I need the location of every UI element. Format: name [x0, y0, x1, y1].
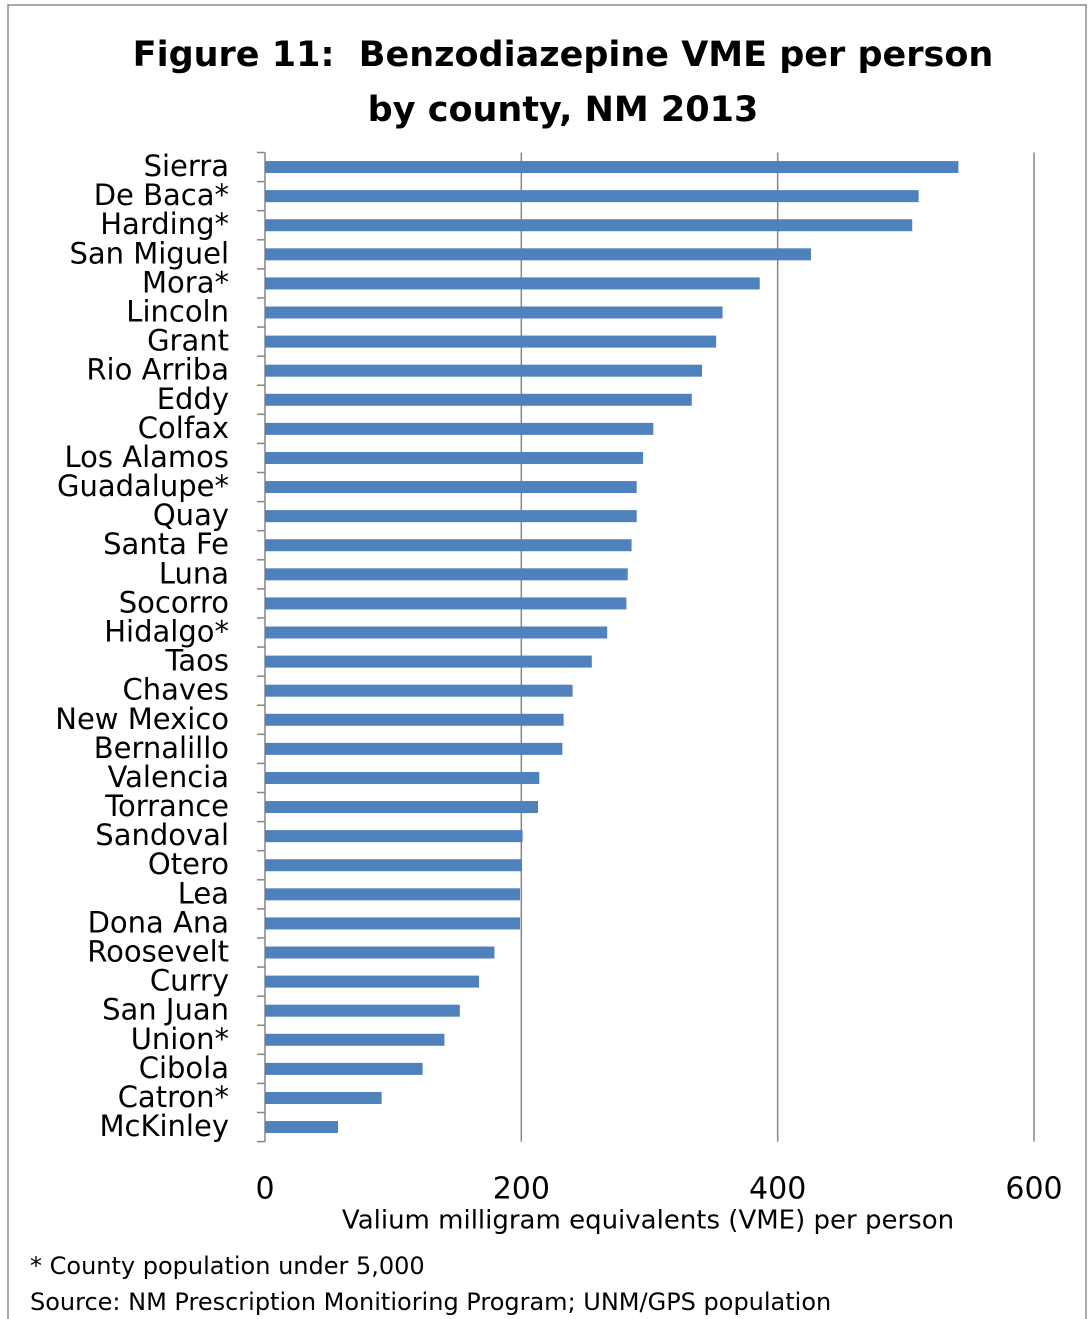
- bar: [265, 597, 627, 610]
- y-tick-label: New Mexico: [55, 702, 229, 736]
- bar: [265, 190, 919, 203]
- frame: [7, 4, 1087, 1319]
- y-tick-label: Dona Ana: [88, 905, 229, 939]
- bar: [265, 481, 637, 494]
- bar: [265, 393, 692, 406]
- bar: [265, 888, 521, 901]
- bar: [265, 1091, 382, 1104]
- y-tick-label: Lea: [178, 876, 229, 910]
- bar: [265, 422, 654, 435]
- y-tick-label: Roosevelt: [87, 935, 229, 969]
- y-tick-label: Bernalillo: [94, 731, 229, 765]
- y-tick-label: San Juan: [102, 993, 229, 1027]
- bar: [265, 859, 522, 872]
- bar: [265, 219, 913, 232]
- y-tick-label: De Baca*: [94, 178, 229, 212]
- bar: [265, 161, 959, 174]
- bar: [265, 568, 628, 581]
- y-tick-label: Chaves: [122, 673, 229, 707]
- bar: [265, 1033, 445, 1046]
- footnote: * County population under 5,000: [30, 1252, 425, 1280]
- bar: [265, 655, 592, 668]
- x-axis-title: Valium milligram equivalents (VME) per p…: [342, 1206, 954, 1236]
- bar: [265, 277, 760, 290]
- y-tick-label: Cibola: [139, 1051, 229, 1085]
- x-tick-label: 400: [749, 1172, 806, 1207]
- bar: [265, 539, 632, 552]
- bar: [265, 713, 564, 726]
- bar: [265, 684, 573, 697]
- footnote: Source: NM Prescription Monitioring Prog…: [30, 1288, 831, 1316]
- y-tick-label: Hidalgo*: [104, 615, 229, 649]
- y-tick-label: Eddy: [157, 382, 229, 416]
- bar: [265, 1004, 460, 1017]
- chart-title: Figure 11: Benzodiazepine VME per person…: [132, 35, 1006, 130]
- y-tick-label: Taos: [164, 644, 229, 678]
- y-tick-label: Luna: [159, 556, 229, 590]
- bar: [265, 1121, 339, 1134]
- bar: [265, 364, 703, 377]
- y-tick-label: Harding*: [100, 207, 229, 241]
- y-tick-label: San Miguel: [69, 236, 229, 270]
- y-tick-label: Mora*: [142, 265, 229, 299]
- y-tick-label: McKinley: [100, 1109, 229, 1143]
- bar: [265, 801, 538, 814]
- y-tick-label: Otero: [148, 847, 229, 881]
- y-tick-label: Curry: [150, 964, 229, 998]
- y-tick-label: Colfax: [138, 411, 229, 445]
- bar: [265, 626, 608, 639]
- y-tick-label: Valencia: [108, 760, 229, 794]
- x-tick-label: 200: [493, 1172, 550, 1207]
- bar: [265, 975, 480, 988]
- bar: [265, 335, 717, 348]
- bar: [265, 306, 723, 319]
- bar: [265, 1062, 423, 1075]
- bar: [265, 451, 644, 464]
- y-tick-label: Santa Fe: [103, 527, 229, 561]
- y-tick-label: Sandoval: [95, 818, 229, 852]
- y-tick-label: Socorro: [119, 585, 229, 619]
- bar: [265, 917, 521, 930]
- bar: [265, 742, 563, 755]
- y-tick-label: Union*: [131, 1022, 229, 1056]
- y-tick-label: Lincoln: [126, 295, 229, 329]
- bar: [265, 510, 637, 523]
- y-tick-label: Quay: [153, 498, 229, 532]
- y-tick-label: Los Alamos: [65, 440, 229, 474]
- y-tick-label: Guadalupe*: [57, 469, 229, 503]
- y-tick-label: Sierra: [144, 149, 229, 183]
- bar: [265, 248, 811, 261]
- x-tick-label: 0: [255, 1172, 274, 1207]
- y-tick-label: Grant: [147, 324, 229, 358]
- x-tick-label: 600: [1005, 1172, 1062, 1207]
- y-tick-label: Rio Arriba: [86, 353, 229, 387]
- bar: [265, 830, 523, 843]
- y-tick-label: Catron*: [118, 1080, 229, 1114]
- bar: [265, 946, 495, 959]
- bar: [265, 771, 540, 784]
- y-tick-label: Torrance: [104, 789, 229, 823]
